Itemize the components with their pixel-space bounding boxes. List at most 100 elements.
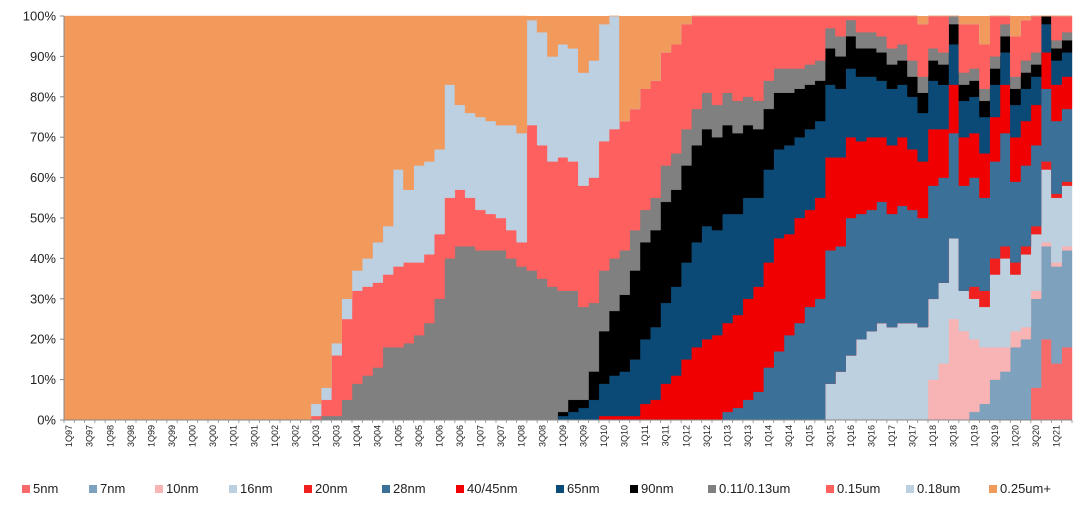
x-tick-label: 1Q01 xyxy=(229,425,239,447)
legend-item-40-45nm: 40/45nm xyxy=(456,481,518,496)
legend-label: 0.15um xyxy=(837,481,880,496)
y-tick-label: 60% xyxy=(30,170,56,185)
legend-item-0-15um: 0.15um xyxy=(826,481,880,496)
legend-item-0-11-0-13um: 0.11/0.13um xyxy=(708,481,790,496)
x-tick-label: 3Q99 xyxy=(167,425,177,447)
legend-swatch xyxy=(155,485,163,493)
x-tick-label: 3Q13 xyxy=(743,425,753,447)
x-tick-label: 1Q04 xyxy=(352,425,362,447)
y-tick-label: 70% xyxy=(30,130,56,145)
legend-label: 5nm xyxy=(33,481,58,496)
x-tick-label: 3Q00 xyxy=(208,425,218,447)
x-tick-label: 3Q06 xyxy=(455,425,465,447)
x-tick-label: 3Q15 xyxy=(825,425,835,447)
legend-swatch xyxy=(304,485,312,493)
x-tick-label: 3Q98 xyxy=(126,425,136,447)
y-tick-label: 30% xyxy=(30,291,56,306)
x-tick-label: 3Q10 xyxy=(620,425,630,447)
y-tick-label: 0% xyxy=(37,413,56,428)
x-tick-label: 3Q12 xyxy=(702,425,712,447)
x-tick-label: 1Q00 xyxy=(188,425,198,447)
legend-item-16nm: 16nm xyxy=(229,481,273,496)
x-tick-label: 1Q13 xyxy=(722,425,732,447)
x-tick-label: 1Q17 xyxy=(887,425,897,447)
x-tick-label: 3Q02 xyxy=(290,425,300,447)
y-tick-label: 20% xyxy=(30,332,56,347)
x-tick-label: 1Q98 xyxy=(105,425,115,447)
x-tick-label: 1Q08 xyxy=(517,425,527,447)
x-tick-label: 1Q15 xyxy=(805,425,815,447)
legend-swatch xyxy=(456,485,464,493)
x-tick-label: 3Q08 xyxy=(537,425,547,447)
legend-label: 0.25um+ xyxy=(1000,481,1051,496)
x-tick-label: 1Q11 xyxy=(640,425,650,446)
x-tick-label: 3Q14 xyxy=(784,425,794,447)
x-tick-label: 1Q18 xyxy=(928,425,938,447)
legend-item-5nm: 5nm xyxy=(22,481,58,496)
x-tick-label: 3Q07 xyxy=(496,425,506,447)
x-tick-label: 3Q09 xyxy=(578,425,588,447)
x-tick-label: 1Q14 xyxy=(764,425,774,447)
legend-swatch xyxy=(989,485,997,493)
x-tick-label: 3Q18 xyxy=(949,425,959,447)
y-axis: 0% 10% 20% 30% 40% 50% 60% 70% 80% 90% 100% xyxy=(23,9,65,428)
x-tick-label: 3Q05 xyxy=(414,425,424,447)
legend-item-0-25um-: 0.25um+ xyxy=(989,481,1051,496)
legend-swatch xyxy=(906,485,914,493)
legend-label: 7nm xyxy=(100,481,125,496)
legend-swatch xyxy=(556,485,564,493)
x-tick-label: 3Q04 xyxy=(373,425,383,447)
x-tick-label: 1Q10 xyxy=(599,425,609,447)
legend-label: 20nm xyxy=(315,481,348,496)
legend-item-10nm: 10nm xyxy=(155,481,199,496)
x-tick-label: 3Q97 xyxy=(85,425,95,447)
legend-item-90nm: 90nm xyxy=(630,481,674,496)
legend-swatch xyxy=(22,485,30,493)
x-tick-label: 3Q11 xyxy=(661,425,671,446)
x-tick-label: 1Q97 xyxy=(64,425,74,447)
x-tick-label: 1Q21 xyxy=(1052,425,1062,447)
y-tick-label: 50% xyxy=(30,211,56,226)
x-tick-label: 1Q20 xyxy=(1010,425,1020,447)
legend-label: 10nm xyxy=(166,481,199,496)
series-area-0-25um- xyxy=(63,15,1072,421)
x-tick-label: 1Q09 xyxy=(558,425,568,447)
x-tick-label: 1Q99 xyxy=(146,425,156,447)
legend-swatch xyxy=(229,485,237,493)
plot-area xyxy=(63,15,1073,421)
x-tick-label: 1Q16 xyxy=(846,425,856,447)
y-tick-label: 10% xyxy=(30,372,56,387)
legend-swatch xyxy=(89,485,97,493)
x-tick-label: 3Q16 xyxy=(866,425,876,447)
legend-label: 0.11/0.13um xyxy=(719,481,790,496)
x-axis: 1Q97 3Q97 1Q98 3Q98 1Q99 3Q99 1Q00 3Q00 1Q01 3Q01… xyxy=(63,419,1073,447)
x-tick-label: 3Q20 xyxy=(1031,425,1041,447)
legend-label: 28nm xyxy=(393,481,426,496)
y-tick-label: 80% xyxy=(30,89,56,104)
x-tick-label: 1Q03 xyxy=(311,425,321,447)
x-tick-label: 1Q12 xyxy=(681,425,691,447)
legend-item-0-18um: 0.18um xyxy=(906,481,960,496)
x-tick-label: 1Q06 xyxy=(434,425,444,447)
legend-item-28nm: 28nm xyxy=(382,481,426,496)
legend-label: 0.18um xyxy=(917,481,960,496)
y-tick-label: 100% xyxy=(23,9,57,24)
legend-swatch xyxy=(826,485,834,493)
legend-item-65nm: 65nm xyxy=(556,481,600,496)
legend-item-20nm: 20nm xyxy=(304,481,348,496)
legend-label: 90nm xyxy=(641,481,674,496)
x-tick-label: 1Q07 xyxy=(476,425,486,447)
legend-swatch xyxy=(630,485,638,493)
legend-swatch xyxy=(708,485,716,493)
legend-item-7nm: 7nm xyxy=(89,481,125,496)
y-tick-label: 40% xyxy=(30,251,56,266)
legend: 5nm 7nm 10nm 16nm 20nm 28nm 40/45nm 65nm 90nm 0.1… xyxy=(22,481,1051,496)
x-tick-label: 3Q17 xyxy=(908,425,918,447)
x-tick-label: 1Q19 xyxy=(969,425,979,447)
legend-swatch xyxy=(382,485,390,493)
x-tick-label: 1Q02 xyxy=(270,425,280,447)
legend-label: 40/45nm xyxy=(467,481,518,496)
x-tick-label: 3Q01 xyxy=(249,425,259,447)
